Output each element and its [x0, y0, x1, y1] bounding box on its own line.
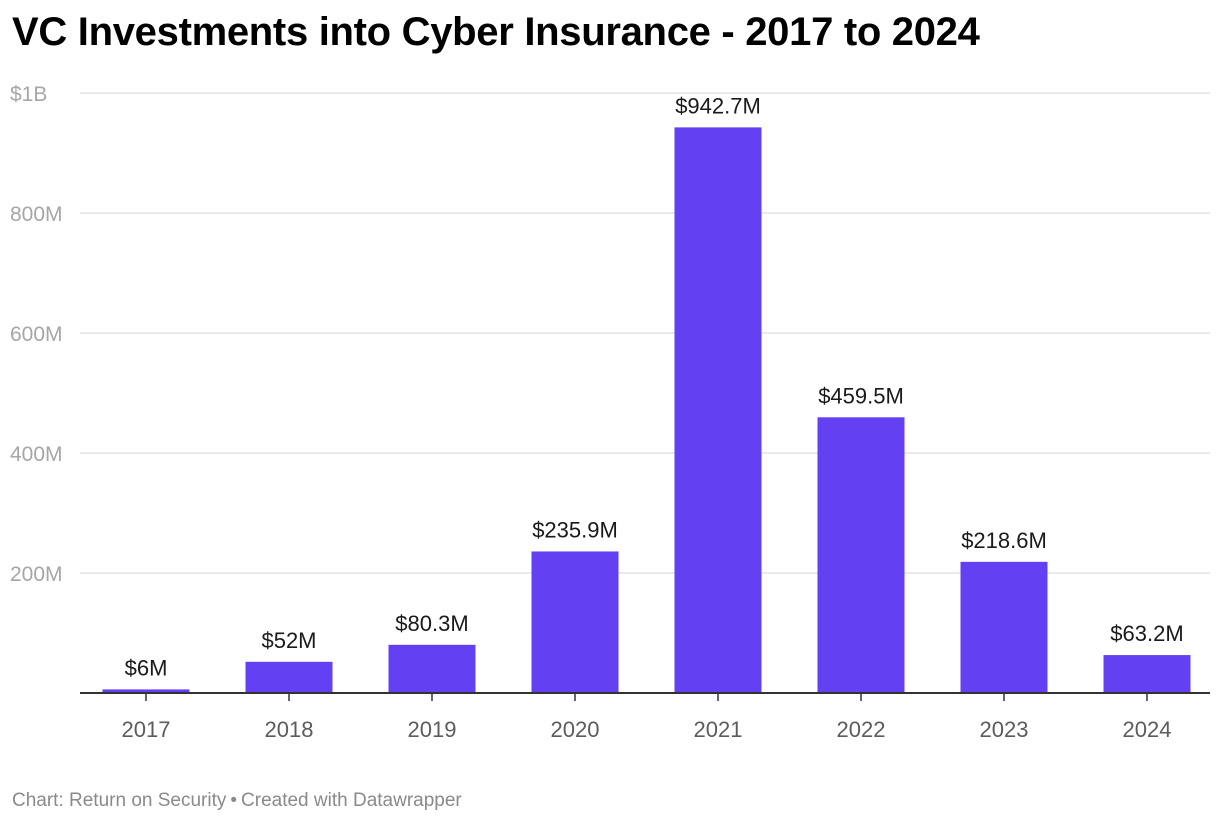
bar-chart: 200M 400M 600M 800M $1B $6M 2017 $52M 2018 $80.3M… — [10, 83, 1210, 742]
y-tick-label: 800M — [10, 203, 63, 226]
bar-2022 — [817, 417, 905, 693]
data-label: $80.3M — [395, 611, 468, 636]
bar-2018 — [245, 661, 333, 693]
bar-2024 — [1103, 655, 1191, 693]
x-tick-label: 2023 — [980, 717, 1029, 742]
data-label: $235.9M — [532, 517, 618, 542]
data-label: $63.2M — [1110, 621, 1183, 646]
y-tick-label: $1B — [10, 83, 47, 106]
x-tick-label: 2020 — [551, 717, 600, 742]
bar-2020 — [531, 551, 619, 693]
y-tick-label: 600M — [10, 323, 63, 346]
bar-2023 — [960, 561, 1048, 693]
x-tick-label: 2019 — [408, 717, 457, 742]
bar-2021 — [674, 127, 762, 693]
x-tick-label: 2022 — [837, 717, 886, 742]
datawrapper-credit: Created with Datawrapper — [241, 790, 462, 811]
x-tick-label: 2021 — [694, 717, 743, 742]
data-label: $52M — [261, 628, 316, 653]
x-tick-label: 2024 — [1123, 717, 1172, 742]
source-credit: Chart: Return on Security — [12, 790, 227, 811]
y-tick-label: 400M — [10, 443, 63, 466]
x-tick-label: 2018 — [265, 717, 314, 742]
data-label: $218.6M — [961, 528, 1047, 553]
data-label: $942.7M — [675, 93, 761, 118]
x-tick-label: 2017 — [122, 717, 171, 742]
y-tick-label: 200M — [10, 563, 63, 586]
bar-2017 — [102, 689, 190, 693]
data-label: $6M — [125, 655, 168, 680]
footer-separator: • — [230, 790, 238, 811]
chart-title: VC Investments into Cyber Insurance - 20… — [12, 10, 980, 54]
bar-2019 — [388, 644, 476, 693]
chart-footer: Chart: Return on Security • Created with D… — [12, 790, 462, 812]
data-label: $459.5M — [818, 383, 904, 408]
